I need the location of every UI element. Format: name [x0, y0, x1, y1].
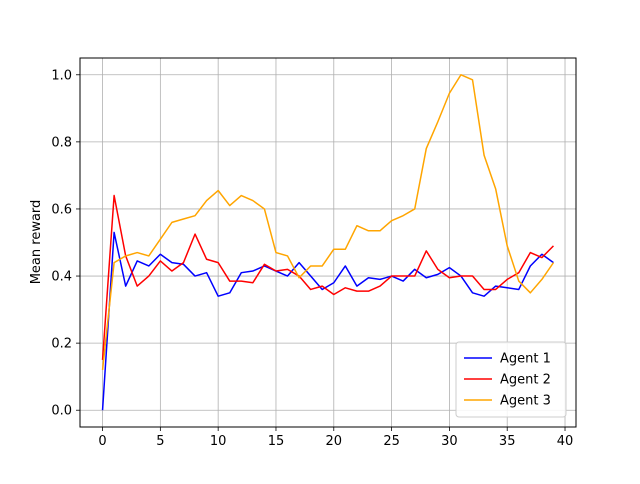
x-tick-label: 0	[98, 434, 106, 449]
series-lines	[101, 74, 555, 411]
legend: Agent 1 Agent 2 Agent 3	[455, 341, 567, 418]
x-tick-label: 5	[156, 434, 164, 449]
legend-label: Agent 2	[500, 373, 551, 388]
y-tick-label: 0.0	[51, 404, 72, 419]
plot-frame	[79, 57, 577, 428]
series-line-agent-2	[101, 194, 554, 360]
x-tick-label: 15	[268, 434, 285, 449]
legend-label: Agent 1	[500, 352, 551, 367]
y-tick-label: 1.0	[51, 68, 72, 83]
legend-box	[455, 341, 567, 418]
series-line-agent-3	[101, 74, 555, 371]
series-line-agent-1	[101, 231, 554, 411]
x-tick-label: 40	[557, 434, 574, 449]
x-tick-label: 35	[499, 434, 516, 449]
legend-label: Agent 3	[500, 394, 551, 409]
y-tick-label: 0.8	[51, 135, 72, 150]
y-axis-label: Mean reward	[29, 200, 44, 285]
x-tick-label: 30	[441, 434, 458, 449]
x-tick-label: 10	[210, 434, 227, 449]
axis-ticks: 0 5 10 15 20 25 30 35 40 0.0 0.2 0.4 0.6 0.8 1.0	[51, 68, 573, 449]
y-tick-label: 0.2	[51, 337, 72, 352]
x-tick-label: 25	[383, 434, 400, 449]
y-tick-label: 0.4	[51, 270, 72, 285]
x-tick-label: 20	[326, 434, 343, 449]
y-tick-label: 0.6	[51, 202, 72, 217]
